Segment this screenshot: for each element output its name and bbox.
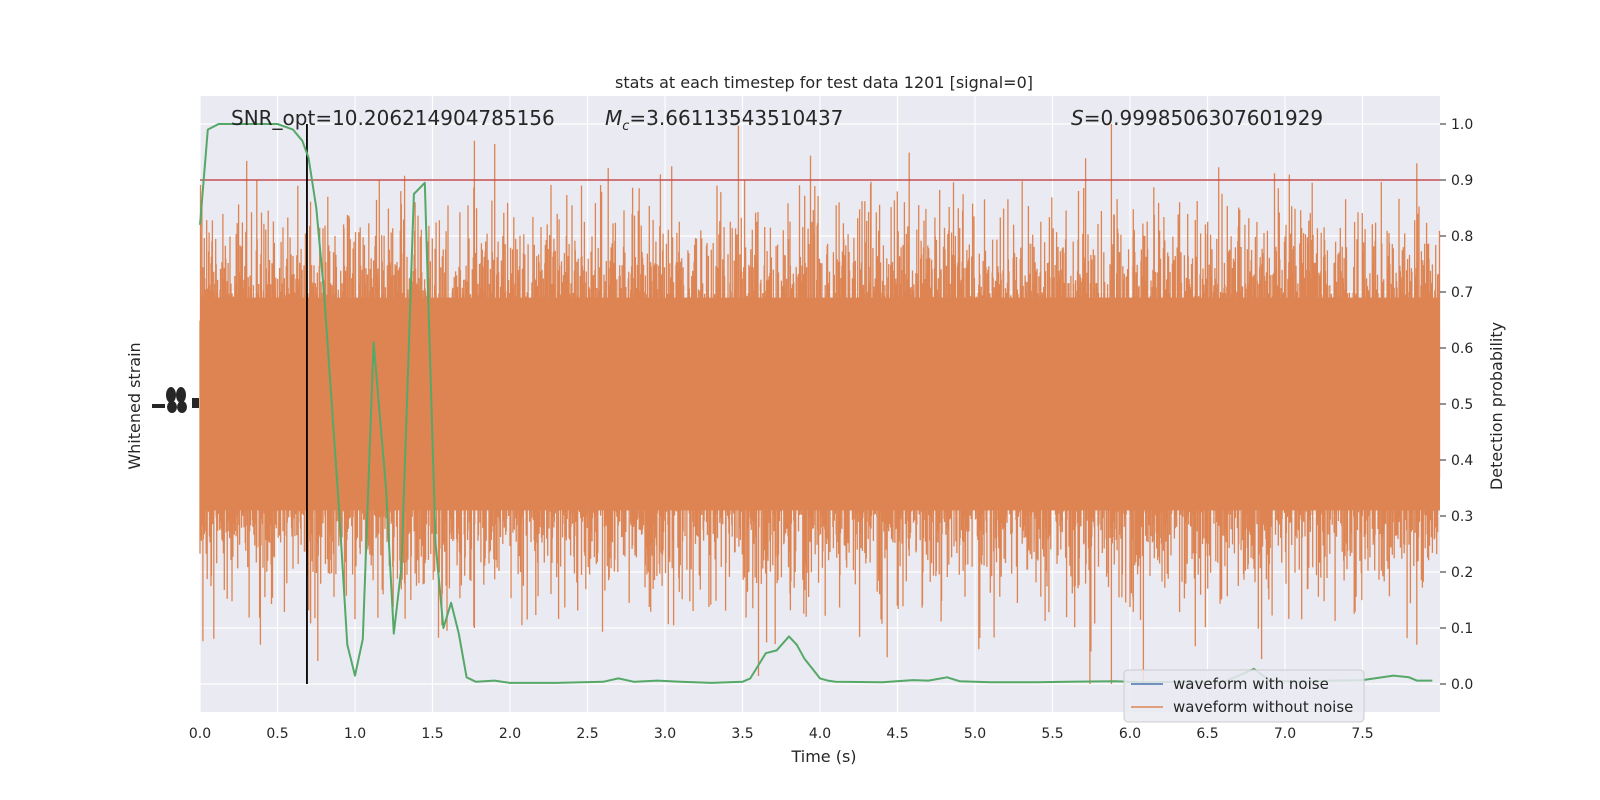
x-tick-label: 1.5 <box>421 726 443 742</box>
y-tick-label: 0.8 <box>1451 229 1473 245</box>
x-tick-label: 2.0 <box>499 726 521 742</box>
x-axis-label: Time (s) <box>790 747 856 766</box>
y-left-collapsed-ticks <box>152 387 199 413</box>
x-tick-label: 3.5 <box>731 726 753 742</box>
x-tick-label: 6.0 <box>1119 726 1141 742</box>
legend-box <box>1123 669 1365 723</box>
x-tick-label: 5.0 <box>964 726 986 742</box>
score-annotation: S=0.9998506307601929 <box>1071 106 1323 130</box>
x-tick-label: 0.0 <box>189 726 211 742</box>
y-tick-label: 0.6 <box>1451 341 1473 357</box>
x-tick-label: 1.0 <box>344 726 366 742</box>
x-tick-label: 0.5 <box>266 726 288 742</box>
x-tick-label: 7.5 <box>1351 726 1373 742</box>
x-axis-ticks: 0.0 0.5 1.0 1.5 2.0 2.5 3.0 3.5 4.0 4.5 5.0 5.5 6.0 6… <box>189 726 1374 742</box>
legend-label-with-noise: waveform with noise <box>1173 675 1329 693</box>
y-tick-label: 0.3 <box>1451 509 1473 525</box>
legend: waveform with noise waveform without noi… <box>1123 669 1365 723</box>
y-left-axis-label: Whitened strain <box>125 342 144 469</box>
x-tick-label: 6.5 <box>1196 726 1218 742</box>
y-right-axis-label: Detection probability <box>1487 322 1506 490</box>
x-tick-label: 7.0 <box>1274 726 1296 742</box>
x-tick-label: 4.0 <box>809 726 831 742</box>
noise-trace <box>199 124 1441 684</box>
x-tick-label: 3.0 <box>654 726 676 742</box>
snr-annotation: SNR_opt=10.206214904785156 <box>231 106 555 130</box>
y-tick-label: 0.1 <box>1451 621 1473 637</box>
y-tick-label: 0.0 <box>1451 677 1473 693</box>
y-tick-label: 0.9 <box>1451 173 1473 189</box>
y-right-axis-ticks: 0.0 0.1 0.2 0.3 0.4 0.5 0.6 0.7 0.8 0.9 1.0 <box>1440 117 1473 693</box>
y-tick-label: 0.4 <box>1451 453 1473 469</box>
y-tick-label: 0.5 <box>1451 397 1473 413</box>
y-tick-label: 1.0 <box>1451 117 1473 133</box>
x-tick-label: 5.5 <box>1041 726 1063 742</box>
x-tick-label: 2.5 <box>576 726 598 742</box>
chirp-mass-annotation: Mc=3.66113543510437 <box>605 106 843 134</box>
chart-title: stats at each timestep for test data 120… <box>615 73 1033 92</box>
legend-label-without-noise: waveform without noise <box>1173 698 1353 716</box>
y-tick-label: 0.2 <box>1451 565 1473 581</box>
x-tick-label: 4.5 <box>886 726 908 742</box>
y-tick-label: 0.7 <box>1451 285 1473 301</box>
